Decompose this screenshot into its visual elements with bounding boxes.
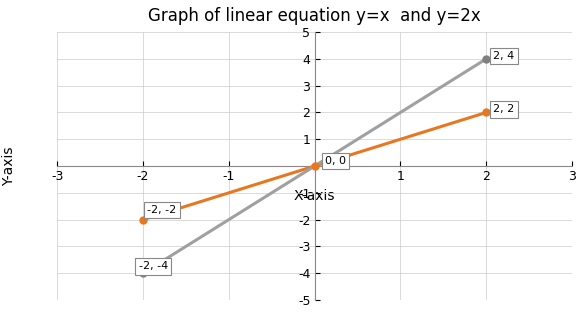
Text: 2, 4: 2, 4 [493, 51, 514, 61]
X-axis label: X-axis: X-axis [294, 189, 335, 203]
Text: 2, 2: 2, 2 [493, 105, 514, 114]
Text: -2, -4: -2, -4 [139, 261, 168, 271]
Title: Graph of linear equation y=x  and y=2x: Graph of linear equation y=x and y=2x [148, 7, 481, 25]
Text: -2, -2: -2, -2 [147, 205, 177, 215]
Text: 0, 0: 0, 0 [325, 156, 346, 166]
Y-axis label: Y-axis: Y-axis [2, 146, 16, 186]
